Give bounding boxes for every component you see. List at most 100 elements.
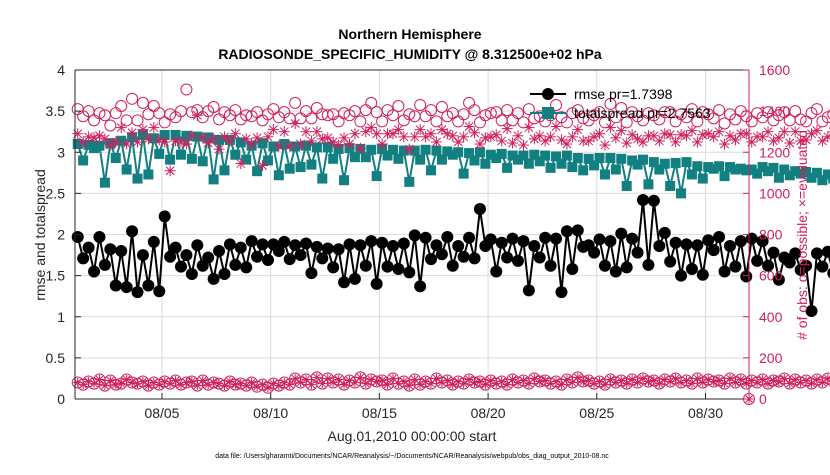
- x-tick-label: 08/15: [362, 405, 397, 421]
- rmse-point: [610, 266, 622, 278]
- rmse-point: [278, 236, 290, 248]
- totalspread-point: [698, 174, 708, 184]
- rmse-point: [545, 260, 557, 272]
- evaluated-point: [94, 130, 105, 141]
- rmse-point: [191, 239, 203, 251]
- y-tick-label: 2: [57, 227, 65, 243]
- totalspread-point: [600, 169, 610, 179]
- rmse-point: [186, 268, 198, 280]
- rmse-point: [311, 241, 323, 253]
- rmse-point: [132, 286, 144, 298]
- rmse-point: [469, 252, 481, 264]
- rmse-point: [528, 240, 540, 252]
- x-tick-label: 08/10: [253, 405, 288, 421]
- rmse-point: [555, 286, 567, 298]
- rmse-point: [632, 247, 644, 259]
- rmse-point: [420, 232, 432, 244]
- rmse-point: [121, 281, 133, 293]
- rmse-point: [490, 266, 502, 278]
- rmse-point: [523, 284, 535, 296]
- rmse-point: [534, 252, 546, 264]
- evaluated-point: [246, 139, 257, 150]
- evaluated-point: [349, 128, 360, 139]
- rmse-point: [751, 255, 763, 267]
- totalspread-point: [497, 149, 507, 159]
- rmse-point: [83, 242, 95, 254]
- evaluated-point: [268, 124, 279, 135]
- totalspread-point: [296, 162, 306, 172]
- rmse-point: [517, 235, 529, 247]
- chart-subtitle: RADIOSONDE_SPECIFIC_HUMIDITY @ 8.312500e…: [218, 46, 602, 62]
- totalspread-point: [480, 159, 490, 169]
- totalspread-point: [595, 153, 605, 163]
- evaluated-point: [523, 122, 534, 133]
- evaluated-point: [224, 135, 235, 146]
- totalspread-point: [453, 147, 463, 157]
- y-tick-label: 0: [57, 391, 65, 407]
- rmse-point: [550, 233, 562, 245]
- evaluated-point: [116, 122, 127, 133]
- totalspread-point: [176, 150, 186, 160]
- evaluated-point: [714, 126, 725, 137]
- rmse-point: [414, 280, 426, 292]
- evaluated-point: [458, 131, 469, 142]
- rmse-point: [740, 270, 752, 282]
- evaluated-point: [638, 136, 649, 147]
- totalspread-point: [274, 170, 284, 180]
- possible-lower-point-asterisk: [405, 381, 414, 390]
- x-tick-label: 08/20: [471, 405, 506, 421]
- rmse-point: [115, 245, 127, 257]
- totalspread-point: [540, 151, 550, 161]
- evaluated-point: [366, 122, 377, 133]
- rmse-point: [637, 194, 649, 206]
- evaluated-point: [773, 132, 784, 143]
- rmse-point: [409, 229, 421, 241]
- totalspread-point: [605, 153, 615, 163]
- y-tick-label: 2.5: [46, 185, 66, 201]
- totalspread-point: [372, 171, 382, 181]
- evaluated-point: [415, 124, 426, 135]
- totalspread-point: [198, 156, 208, 166]
- rmse-point: [148, 236, 160, 248]
- totalspread-point: [567, 162, 577, 172]
- evaluated-point: [137, 124, 148, 135]
- rmse-point: [170, 242, 182, 254]
- rmse-point: [501, 252, 513, 264]
- possible-lower-point-asterisk: [95, 375, 104, 384]
- evaluated-point: [529, 133, 540, 144]
- evaluated-point: [262, 131, 273, 142]
- totalspread-point: [638, 155, 648, 165]
- rmse-point: [561, 225, 573, 237]
- y-tick-label: 3: [57, 144, 65, 160]
- rmse-point: [208, 273, 220, 285]
- possible-lower-point-asterisk: [383, 380, 392, 389]
- evaluated-point: [545, 131, 556, 142]
- evaluated-point: [469, 127, 480, 138]
- evaluated-point: [632, 133, 643, 144]
- evaluated-point: [208, 133, 219, 144]
- rmse-point: [512, 255, 524, 267]
- rmse-point: [77, 252, 89, 264]
- evaluated-point: [686, 125, 697, 136]
- evaluated-point: [507, 137, 518, 148]
- rmse-point: [594, 233, 606, 245]
- rmse-point: [349, 273, 361, 285]
- rmse-point: [338, 276, 350, 288]
- rmse-point: [387, 240, 399, 252]
- totalspread-point: [154, 149, 164, 159]
- rmse-point: [398, 238, 410, 250]
- evaluated-point: [99, 133, 110, 144]
- evaluated-point: [273, 141, 284, 152]
- rmse-point: [159, 210, 171, 222]
- evaluated-point: [295, 139, 306, 150]
- y-tick-label: 1: [57, 309, 65, 325]
- possible-lower-point-asterisk: [285, 380, 294, 389]
- evaluated-point: [186, 130, 197, 141]
- rmse-point: [566, 263, 578, 275]
- totalspread-point: [692, 161, 702, 171]
- y-tick-label: 1.5: [46, 268, 66, 284]
- rmse-point: [137, 249, 149, 261]
- rmse-point: [213, 245, 225, 257]
- evaluated-point: [610, 132, 621, 143]
